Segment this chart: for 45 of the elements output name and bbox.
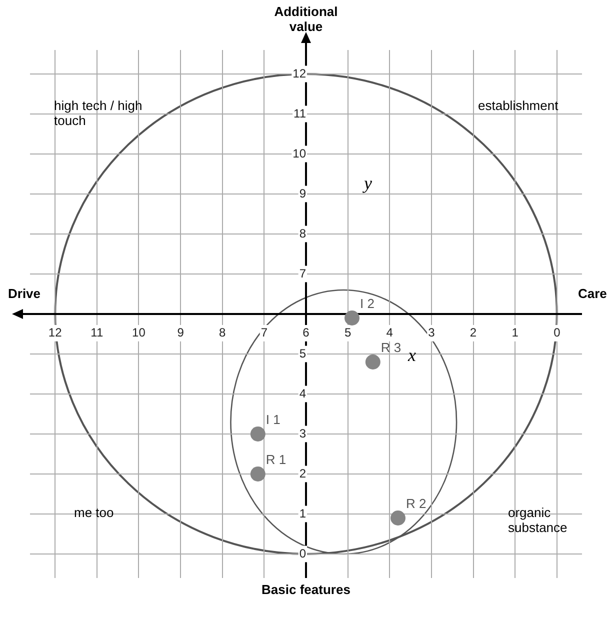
x-tick-label: 10 xyxy=(132,326,146,340)
point xyxy=(390,510,406,526)
annotation: organic substance xyxy=(508,505,568,535)
y-tick-label: 4 xyxy=(299,386,306,400)
y-tick-label: 2 xyxy=(299,466,306,480)
y-tick-label: 1 xyxy=(299,506,306,520)
x-tick-label: 3 xyxy=(428,326,436,340)
y-axis-title: Additional value xyxy=(273,4,339,34)
point xyxy=(365,354,380,370)
point xyxy=(344,310,360,326)
x-tick-label: 1 xyxy=(512,326,519,340)
x-tick-label: 2 xyxy=(470,326,477,340)
y-tick-label: 5 xyxy=(299,346,306,360)
y-tick-label: 8 xyxy=(299,226,306,240)
annotation: Care xyxy=(578,286,608,301)
y-tick-label: 0 xyxy=(299,546,306,560)
x-tick-label: 12 xyxy=(48,326,62,340)
point xyxy=(250,466,266,482)
annotation: Drive xyxy=(8,286,42,301)
annotation: I 2 xyxy=(360,296,374,311)
text: Basic features xyxy=(260,582,352,597)
annotation: R 1 xyxy=(266,452,286,467)
x-tick-label: 0 xyxy=(554,326,561,340)
x-tick-label: 8 xyxy=(219,326,226,340)
x-tick-label: 9 xyxy=(177,326,184,340)
annotation: establishment xyxy=(478,98,560,113)
x-tick-label: 6 xyxy=(302,326,310,340)
annotation: I 1 xyxy=(266,412,280,427)
x-tick-label: 5 xyxy=(344,326,352,340)
annotation: y xyxy=(364,173,373,193)
y-tick-label: 9 xyxy=(299,186,306,200)
annotation: R 3 xyxy=(380,340,402,355)
y-tick-label: 12 xyxy=(292,66,306,80)
y-tick-label: 7 xyxy=(299,266,306,280)
y-tick-label: 3 xyxy=(299,426,306,440)
annotation: me too xyxy=(74,505,115,520)
x-tick-label: 11 xyxy=(90,326,104,340)
y-tick-label: 10 xyxy=(292,146,306,160)
y-tick-label: 11 xyxy=(294,106,306,120)
point xyxy=(250,426,266,442)
x-tick-label: 4 xyxy=(386,326,394,340)
annotation: x xyxy=(408,345,417,365)
annotation: high tech / high touch xyxy=(54,98,144,128)
x-tick-label: 7 xyxy=(260,326,268,340)
annotation: R 2 xyxy=(406,496,426,511)
